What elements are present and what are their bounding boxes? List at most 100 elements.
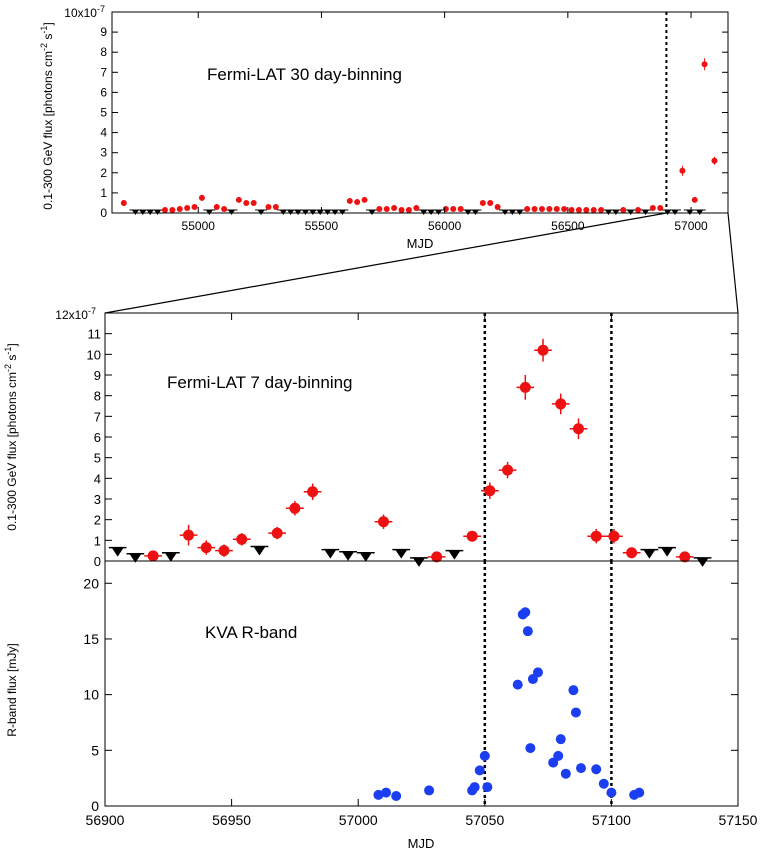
middle-y-tick-label: 2 [94, 513, 101, 528]
top-upper-limit-point [641, 209, 649, 215]
middle-detection-point [289, 502, 301, 514]
bottom-y-tick-label: 15 [83, 631, 99, 647]
bottom-annotation: KVA R-band [205, 623, 297, 642]
top-upper-limit-point [205, 209, 213, 215]
bottom-optical-point [381, 787, 392, 798]
top-y-tick-label: 3 [100, 146, 107, 160]
bottom-optical-point [424, 785, 435, 796]
top-x-tick-label: 55500 [305, 219, 339, 233]
top-upper-limit-point [427, 209, 435, 215]
bottom-optical-point [570, 707, 581, 718]
bottom-optical-point [560, 768, 571, 779]
top-upper-limit-point [146, 209, 154, 215]
middle-detection-point [236, 533, 248, 545]
middle-annotation: Fermi-LAT 7 day-binning [167, 373, 353, 392]
middle-detection-point [679, 551, 691, 563]
top-detection-point [531, 205, 538, 212]
top-upper-limit-point [696, 209, 704, 215]
top-detection-point [354, 198, 361, 205]
top-detection-point [383, 205, 390, 212]
middle-upper-limit-point [412, 557, 425, 567]
bottom-optical-point [520, 607, 531, 618]
top-y-tick-label: 5 [100, 106, 107, 120]
middle-detection-point [147, 550, 159, 562]
bottom-optical-point [634, 787, 645, 798]
middle-upper-limit-point [129, 553, 142, 563]
top-detection-point [191, 203, 198, 210]
top-detection-point [538, 205, 545, 212]
top-upper-limit-point [627, 209, 635, 215]
bottom-x-tick-label: 56900 [86, 812, 125, 828]
top-y-tick-label: 2 [100, 166, 107, 180]
top-detection-point [169, 206, 176, 213]
bottom-x-tick-label: 56950 [212, 812, 251, 828]
top-upper-limit-point [257, 209, 265, 215]
top-detection-point [235, 196, 242, 203]
top-y-ticks: 0 1 2 3 4 5 6 7 8 9 [100, 25, 728, 220]
top-upper-limit-point [131, 209, 139, 215]
middle-upper-limit-point [324, 549, 337, 559]
bottom-optical-point [391, 790, 402, 801]
middle-y-ticks: 0 1 2 3 4 5 6 7 8 9 10 11 [87, 327, 738, 569]
top-detection-point [568, 206, 575, 213]
bottom-optical-point [553, 750, 564, 761]
top-detection-point [184, 204, 191, 211]
bottom-y-tick-label: 20 [83, 575, 99, 591]
bottom-y-tick-label: 0 [91, 798, 99, 814]
top-upper-limit-point [338, 209, 346, 215]
top-upper-limit-point [154, 209, 162, 215]
middle-panel: 0 1 2 3 4 5 6 7 8 9 10 11 12x10-7 Fermi-LAT 7 day-b… [3, 306, 739, 569]
top-detection-point [120, 199, 127, 206]
top-detection-point [620, 206, 627, 213]
top-detection-point [361, 196, 368, 203]
top-detection-point [590, 206, 597, 213]
bottom-y-tick-label: 10 [83, 687, 99, 703]
top-upper-limit-point [139, 209, 147, 215]
middle-upper-limit-point [359, 552, 372, 562]
middle-y-tick-label: 1 [94, 533, 101, 548]
middle-detection-point [572, 423, 584, 435]
bottom-x-axis-label: MJD [408, 836, 435, 851]
bottom-optical-point [482, 782, 493, 793]
top-x-tick-label: 55000 [182, 219, 216, 233]
top-upper-limit-point [294, 209, 302, 215]
bottom-optical-point [598, 778, 609, 789]
top-y-tick-label: 7 [100, 65, 107, 79]
middle-y-tick-label: 6 [94, 430, 101, 445]
top-detection-point [376, 205, 383, 212]
top-detection-point [243, 199, 250, 206]
top-upper-limit-point [501, 209, 509, 215]
top-detection-point [524, 205, 531, 212]
top-x-ticks: 55000 55500 56000 56500 57000 [182, 12, 708, 233]
bottom-plot-area [373, 561, 645, 806]
bottom-optical-point [568, 685, 579, 696]
bottom-optical-point [474, 765, 485, 776]
middle-y-tick-label: 10 [87, 347, 101, 362]
middle-detection-point [608, 530, 620, 542]
middle-upper-limit-point [253, 546, 266, 556]
middle-y-tick-label: 5 [94, 451, 101, 466]
top-detection-point [479, 199, 486, 206]
top-detection-point [413, 204, 420, 211]
top-detection-point [598, 206, 605, 213]
middle-y-axis-label: 0.1-300 GeV flux [photons cm-2 s-1] [3, 343, 19, 530]
middle-detection-point [555, 398, 567, 410]
top-frame [111, 11, 729, 214]
top-detection-point [553, 205, 560, 212]
middle-detection-point [466, 530, 478, 542]
top-annotation: Fermi-LAT 30 day-binning [207, 65, 402, 84]
bottom-optical-point [591, 764, 602, 775]
top-detection-point [265, 203, 272, 210]
middle-scale-label: 12x10-7 [55, 306, 96, 322]
top-detection-point [487, 199, 494, 206]
top-detection-point [161, 206, 168, 213]
middle-detection-point [200, 542, 212, 554]
top-y-tick-label: 6 [100, 85, 107, 99]
top-detection-point [346, 197, 353, 204]
zoom-connector-right [727, 212, 739, 314]
middle-upper-limit-point [643, 549, 656, 559]
top-upper-limit-point [464, 209, 472, 215]
middle-y-tick-label: 0 [94, 554, 101, 569]
top-detection-point [221, 205, 228, 212]
